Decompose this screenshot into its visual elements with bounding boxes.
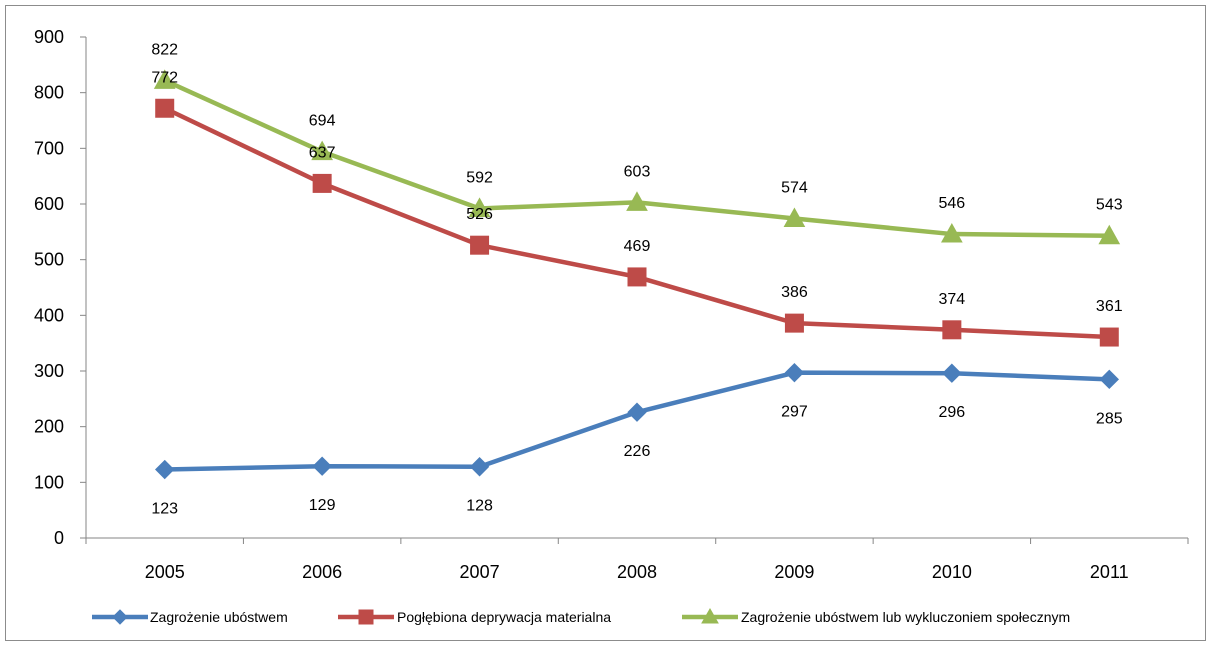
data-point	[312, 456, 332, 476]
y-tick-label: 600	[34, 194, 64, 214]
data-point	[783, 207, 806, 227]
data-label: 574	[781, 179, 808, 196]
data-point	[784, 362, 805, 383]
x-tick-label: 2005	[145, 562, 185, 582]
y-tick-label: 200	[34, 417, 64, 437]
data-label: 129	[309, 497, 336, 514]
data-label: 297	[781, 404, 808, 421]
legend-marker	[701, 607, 719, 624]
data-label: 361	[1096, 298, 1123, 315]
legend-label: Zagrożenie ubóstwem	[150, 609, 288, 625]
data-point	[627, 402, 647, 422]
data-label: 546	[939, 195, 966, 212]
data-point	[312, 173, 332, 193]
legend-label: Pogłębiona deprywacja materialna	[397, 609, 611, 625]
data-label: 526	[466, 206, 493, 223]
data-point	[155, 98, 175, 118]
data-point	[1099, 327, 1119, 347]
y-tick-label: 900	[34, 27, 64, 47]
data-point	[155, 459, 175, 480]
x-tick-label: 2010	[932, 562, 972, 582]
legend-marker	[112, 609, 128, 625]
legend-item-3: Zagrożenie ubóstwem lub wykluczoniem spo…	[682, 607, 1070, 625]
data-labels: 123 129 128 226 297 296 285 772 637 526 469 386 374 3…	[151, 41, 1122, 517]
data-point	[153, 69, 176, 89]
data-label: 226	[624, 443, 651, 460]
data-point	[1098, 224, 1121, 245]
data-label: 374	[939, 291, 966, 308]
data-label: 128	[466, 498, 493, 515]
series-line	[163, 78, 1110, 238]
data-label: 603	[624, 163, 651, 180]
data-point	[470, 235, 490, 255]
legend-label: Zagrożenie ubóstwem lub wykluczoniem spo…	[741, 609, 1070, 625]
data-label: 772	[151, 69, 178, 86]
x-tick-label: 2011	[1090, 562, 1129, 582]
data-label: 285	[1096, 410, 1123, 427]
data-point	[942, 363, 962, 383]
data-point	[1099, 369, 1119, 390]
data-label: 694	[309, 113, 336, 130]
x-tick-label: 2009	[774, 562, 814, 582]
legend-item-2: Pogłębiona deprywacja materialna	[338, 609, 611, 625]
data-point	[627, 267, 647, 287]
y-tick-label: 0	[54, 528, 64, 548]
data-point	[311, 140, 333, 161]
series-2	[155, 98, 1119, 347]
y-tick-label: 300	[34, 361, 64, 381]
y-tick-label: 100	[34, 472, 64, 492]
data-label: 469	[624, 238, 651, 255]
data-label: 123	[151, 501, 178, 518]
chart-frame	[5, 5, 1206, 641]
data-label: 637	[309, 144, 336, 161]
data-point	[468, 197, 491, 217]
legend-item-1: Zagrożenie ubóstwem	[92, 609, 288, 625]
y-tick-label: 800	[34, 83, 64, 103]
data-label: 822	[151, 41, 178, 58]
data-point	[942, 320, 962, 340]
series-1	[155, 362, 1119, 480]
series-layer	[153, 69, 1121, 480]
series-3	[153, 69, 1121, 245]
y-tick-label: 500	[34, 250, 64, 270]
y-tick-label: 400	[34, 305, 64, 325]
data-point	[626, 191, 648, 211]
data-point	[941, 223, 963, 243]
data-label: 592	[466, 169, 493, 186]
y-tick-label: 700	[34, 138, 64, 158]
legend-marker	[358, 609, 374, 625]
data-label: 386	[781, 284, 808, 301]
data-point	[784, 313, 804, 333]
x-tick-label: 2006	[302, 562, 342, 582]
data-label: 543	[1096, 197, 1123, 214]
data-label: 296	[939, 404, 966, 421]
data-point	[469, 457, 490, 477]
axes: 0 100 200 300 400 500 600 700 800 900 2005 2006 2007…	[34, 27, 1189, 582]
legend: Zagrożenie ubóstwem Pogłębiona deprywacja…	[92, 607, 1070, 625]
x-tick-label: 2007	[460, 562, 500, 582]
x-tick-label: 2008	[617, 562, 657, 582]
